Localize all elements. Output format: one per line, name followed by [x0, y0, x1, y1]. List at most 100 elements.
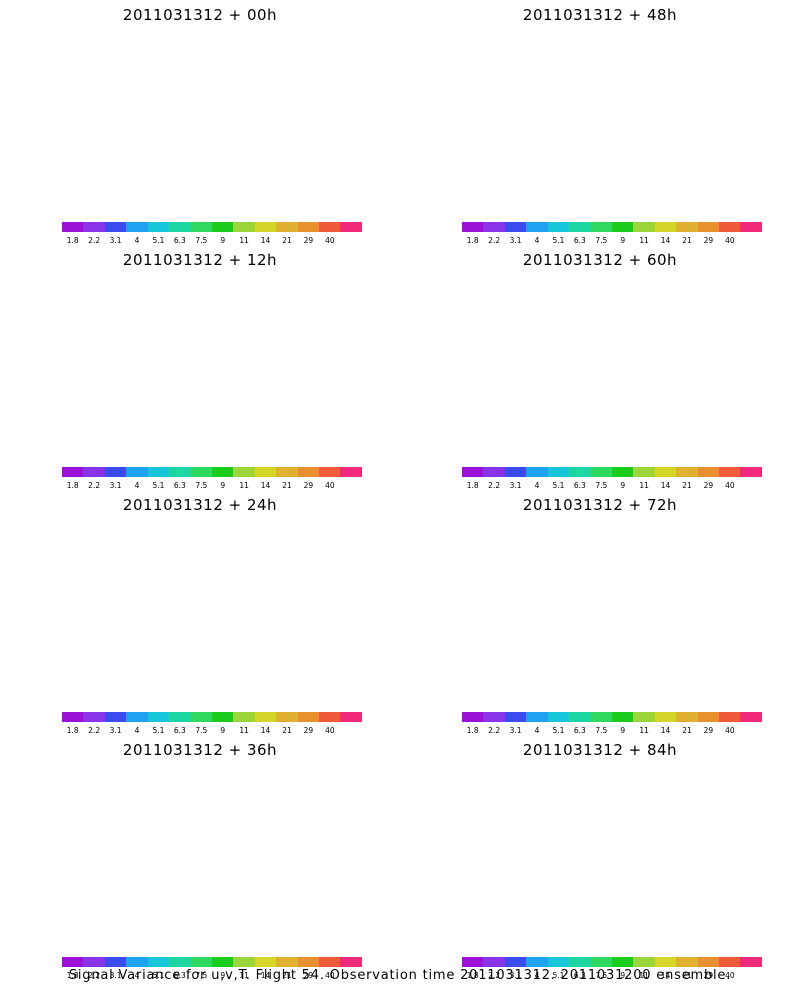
colorbar-label: 3.1	[509, 726, 522, 735]
colorbar-labels: 1.8 2.2 3.1 4 5.1 6.3 7.5 9 11 14 21 29 40	[450, 481, 750, 491]
colorbar-swatch	[126, 957, 148, 967]
colorbar-label: 1.8	[466, 481, 479, 490]
colorbar-swatch	[569, 712, 591, 722]
colorbar-swatch	[547, 467, 570, 477]
colorbar-label: 2.2	[488, 236, 501, 245]
colorbar-label: 9	[220, 971, 226, 980]
colorbar-swatch	[319, 957, 341, 967]
colorbar-label: 4	[534, 481, 540, 490]
colorbar-label: 29	[703, 236, 714, 245]
map-panel: 2011031312 + 72h 1.8 2.2 3.1 4 5.1 6.3 7.5 9 11 14…	[400, 490, 800, 735]
colorbar-label: 3.1	[109, 726, 122, 735]
colorbar-swatch	[504, 467, 527, 477]
colorbar	[62, 222, 362, 232]
map-plot	[15, 765, 385, 945]
colorbar-swatch	[254, 957, 277, 967]
map-plot	[15, 30, 385, 210]
colorbar-label: 40	[725, 971, 735, 980]
colorbar-label: 4	[534, 726, 540, 735]
colorbar-label: 9	[620, 971, 626, 980]
colorbar-swatch	[190, 712, 212, 722]
colorbar-label: 14	[260, 236, 271, 245]
colorbar-swatch	[697, 222, 720, 232]
colorbar-swatch	[590, 712, 612, 722]
colorbar-swatch	[526, 222, 548, 232]
colorbar-label: 3.1	[509, 236, 522, 245]
colorbar-label: 14	[260, 726, 271, 735]
colorbar-swatch	[276, 222, 298, 232]
colorbar-swatch	[147, 712, 170, 722]
colorbar-swatch	[504, 222, 527, 232]
colorbar-label: 14	[660, 971, 671, 980]
colorbar-label: 3.1	[509, 971, 522, 980]
colorbar-label: 40	[325, 726, 335, 735]
colorbar-swatch	[147, 957, 170, 967]
map-panel: 2011031312 + 24h 1.8 2.2 3.1 4 5.1 6.3 7.5 9 11 14…	[0, 490, 400, 735]
colorbar-labels: 1.8 2.2 3.1 4 5.1 6.3 7.5 9 11 14 21 29 40	[50, 236, 350, 246]
colorbar-swatch	[697, 712, 720, 722]
colorbar-label: 3.1	[509, 481, 522, 490]
colorbar-label: 14	[660, 236, 671, 245]
colorbar-label: 1.8	[66, 726, 79, 735]
colorbar-swatch	[233, 712, 255, 722]
colorbar-label: 1.8	[466, 236, 479, 245]
colorbar-swatch	[254, 222, 277, 232]
colorbar-swatch	[590, 222, 612, 232]
colorbar-label: 14	[260, 481, 271, 490]
colorbar-label: 40	[725, 236, 735, 245]
colorbar-label: 5.1	[552, 971, 565, 980]
figure-caption: Signal Variance for u,v,T. Flight 54. Ob…	[68, 968, 732, 983]
panel-title: 2011031312 + 60h	[522, 251, 678, 269]
colorbar	[462, 467, 762, 477]
map-plot	[415, 520, 785, 700]
colorbar-swatch	[126, 467, 148, 477]
colorbar-swatch	[611, 957, 634, 967]
colorbar-label: 4	[134, 971, 140, 980]
panel-title: 2011031312 + 36h	[122, 741, 278, 759]
map-panel: 2011031312 + 36h 1.8 2.2 3.1 4 5.1 6.3 7.5 9 11 14…	[0, 735, 400, 980]
colorbar-swatch	[147, 222, 170, 232]
colorbar-swatch	[654, 467, 677, 477]
colorbar-swatch	[62, 957, 84, 967]
colorbar-labels: 1.8 2.2 3.1 4 5.1 6.3 7.5 9 11 14 21 29 40	[450, 726, 750, 736]
colorbar-label: 14	[660, 481, 671, 490]
colorbar-swatch	[297, 712, 320, 722]
colorbar-labels: 1.8 2.2 3.1 4 5.1 6.3 7.5 9 11 14 21 29 40	[450, 236, 750, 246]
colorbar-label: 9	[620, 236, 626, 245]
colorbar-swatch	[740, 467, 762, 477]
colorbar-swatch	[547, 222, 570, 232]
colorbar-label: 21	[682, 236, 692, 245]
colorbar-label: 1.8	[66, 236, 79, 245]
map-panel: 2011031312 + 48h 1.8 2.2 3.1 4 5.1 6.3 7.5 9 11 14…	[400, 0, 800, 245]
colorbar-swatch	[462, 712, 484, 722]
colorbar-label: 21	[282, 726, 292, 735]
colorbar-swatch	[211, 712, 234, 722]
colorbar-label: 5.1	[152, 971, 165, 980]
colorbar	[62, 467, 362, 477]
colorbar-label: 1.8	[66, 481, 79, 490]
colorbar-label: 2.2	[488, 971, 501, 980]
colorbar-swatch	[83, 467, 105, 477]
colorbar-swatch	[340, 712, 362, 722]
colorbar-label: 2.2	[88, 971, 101, 980]
colorbar-label: 21	[682, 726, 692, 735]
colorbar-swatch	[676, 467, 698, 477]
colorbar-swatch	[569, 467, 591, 477]
colorbar-label: 4	[134, 726, 140, 735]
colorbar-swatch	[633, 712, 655, 722]
colorbar-label: 4	[134, 236, 140, 245]
colorbar-label: 6.3	[573, 236, 586, 245]
colorbar-label: 6.3	[573, 481, 586, 490]
colorbar-label: 7.5	[195, 236, 208, 245]
colorbar-swatch	[190, 467, 212, 477]
colorbar-labels: 1.8 2.2 3.1 4 5.1 6.3 7.5 9 11 14 21 29 40	[50, 726, 350, 736]
colorbar-label: 21	[282, 481, 292, 490]
colorbar-label: 9	[220, 236, 226, 245]
colorbar-label: 29	[703, 971, 714, 980]
colorbar-swatch	[633, 222, 655, 232]
colorbar-label: 2.2	[88, 481, 101, 490]
colorbar-label: 7.5	[595, 971, 608, 980]
colorbar-swatch	[169, 957, 191, 967]
colorbar-swatch	[62, 467, 84, 477]
colorbar-swatch	[590, 957, 612, 967]
